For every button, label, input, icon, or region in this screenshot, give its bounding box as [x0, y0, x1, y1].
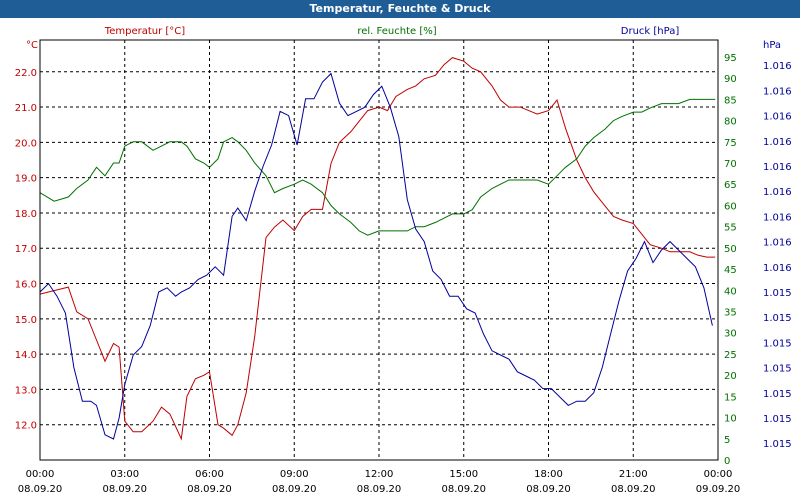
x-tick-time: 21:00 — [619, 469, 648, 480]
pressure-unit-label: hPa — [763, 40, 781, 51]
pressure-tick-label: 1.016 — [763, 187, 792, 198]
x-tick-time: 18:00 — [534, 469, 563, 480]
x-tick-date: 08.09.20 — [441, 484, 486, 495]
temperature-unit-label: °C — [26, 40, 38, 51]
temperature-tick-label: 13.0 — [15, 385, 37, 396]
pressure-tick-label: 1.016 — [763, 263, 792, 274]
pressure-series-line — [39, 72, 713, 440]
pressure-axis-title: Druck [hPa] — [621, 26, 680, 37]
series-group — [39, 57, 716, 441]
pressure-tick-label: 1.016 — [763, 112, 792, 123]
x-tick-date: 08.09.20 — [526, 484, 571, 495]
humidity-tick-label: 15 — [724, 392, 737, 403]
temperature-axis-title: Temperatur [°C] — [104, 26, 185, 37]
x-tick-time: 03:00 — [110, 469, 139, 480]
humidity-tick-label: 90 — [724, 74, 737, 85]
humidity-tick-label: 35 — [724, 308, 737, 319]
pressure-tick-label: 1.016 — [763, 137, 792, 148]
temperature-tick-label: 17.0 — [15, 244, 37, 255]
humidity-tick-label: 95 — [724, 53, 737, 64]
x-tick-date: 09.09.20 — [696, 484, 741, 495]
temperature-tick-label: 18.0 — [15, 209, 37, 220]
temperature-tick-label: 12.0 — [15, 421, 37, 432]
humidity-tick-label: 75 — [724, 138, 737, 149]
pressure-tick-label: 1.015 — [763, 338, 792, 349]
humidity-tick-label: 30 — [724, 329, 737, 340]
x-tick-time: 00:00 — [704, 469, 733, 480]
humidity-tick-label: 5 — [724, 435, 730, 446]
humidity-tick-label: 20 — [724, 371, 737, 382]
humidity-tick-label: 25 — [724, 350, 737, 361]
window-title: Temperatur, Feuchte & Druck — [0, 0, 800, 18]
humidity-tick-label: 60 — [724, 201, 737, 212]
humidity-tick-label: 40 — [724, 286, 737, 297]
pressure-tick-label: 1.015 — [763, 389, 792, 400]
pressure-tick-label: 1.016 — [763, 212, 792, 223]
humidity-tick-label: 55 — [724, 223, 737, 234]
humidity-tick-label: 0 — [724, 456, 730, 467]
pressure-tick-label: 1.015 — [763, 439, 792, 450]
humidity-tick-label: 70 — [724, 159, 737, 170]
pressure-tick-label: 1.016 — [763, 238, 792, 249]
x-tick-date: 08.09.20 — [611, 484, 656, 495]
x-tick-time: 09:00 — [280, 469, 309, 480]
x-tick-date: 08.09.20 — [187, 484, 232, 495]
x-tick-time: 00:00 — [26, 469, 55, 480]
humidity-tick-label: 80 — [724, 117, 737, 128]
humidity-series-line — [39, 98, 716, 236]
temperature-tick-label: 22.0 — [15, 68, 37, 79]
x-tick-date: 08.09.20 — [272, 484, 317, 495]
humidity-tick-label: 85 — [724, 95, 737, 106]
pressure-tick-label: 1.016 — [763, 162, 792, 173]
pressure-tick-label: 1.016 — [763, 86, 792, 97]
grid — [40, 40, 718, 460]
pressure-tick-label: 1.015 — [763, 288, 792, 299]
temperature-tick-label: 19.0 — [15, 174, 37, 185]
pressure-tick-label: 1.015 — [763, 414, 792, 425]
x-tick-time: 12:00 — [365, 469, 394, 480]
temperature-tick-label: 21.0 — [15, 103, 37, 114]
temperature-tick-label: 16.0 — [15, 280, 37, 291]
humidity-axis-title: rel. Feuchte [%] — [357, 26, 436, 37]
temperature-series-line — [39, 57, 716, 441]
x-tick-date: 08.09.20 — [18, 484, 63, 495]
x-tick-time: 15:00 — [449, 469, 478, 480]
humidity-tick-label: 45 — [724, 265, 737, 276]
axes: 00:00 08.09.20 03:00 08.09.20 06:00 08.09.20 0… — [15, 26, 792, 495]
temperature-tick-label: 14.0 — [15, 350, 37, 361]
temperature-tick-label: 15.0 — [15, 315, 37, 326]
x-tick-date: 08.09.20 — [102, 484, 147, 495]
humidity-tick-label: 10 — [724, 414, 737, 425]
plot-frame — [39, 39, 719, 461]
chart-background — [0, 18, 800, 500]
temperature-tick-label: 20.0 — [15, 138, 37, 149]
pressure-tick-label: 1.015 — [763, 313, 792, 324]
line-chart: 00:00 08.09.20 03:00 08.09.20 06:00 08.09.20 0… — [0, 18, 800, 500]
x-tick-date: 08.09.20 — [357, 484, 402, 495]
pressure-tick-label: 1.016 — [763, 61, 792, 72]
humidity-tick-label: 65 — [724, 180, 737, 191]
humidity-tick-label: 50 — [724, 244, 737, 255]
x-tick-time: 06:00 — [195, 469, 224, 480]
pressure-tick-label: 1.015 — [763, 364, 792, 375]
